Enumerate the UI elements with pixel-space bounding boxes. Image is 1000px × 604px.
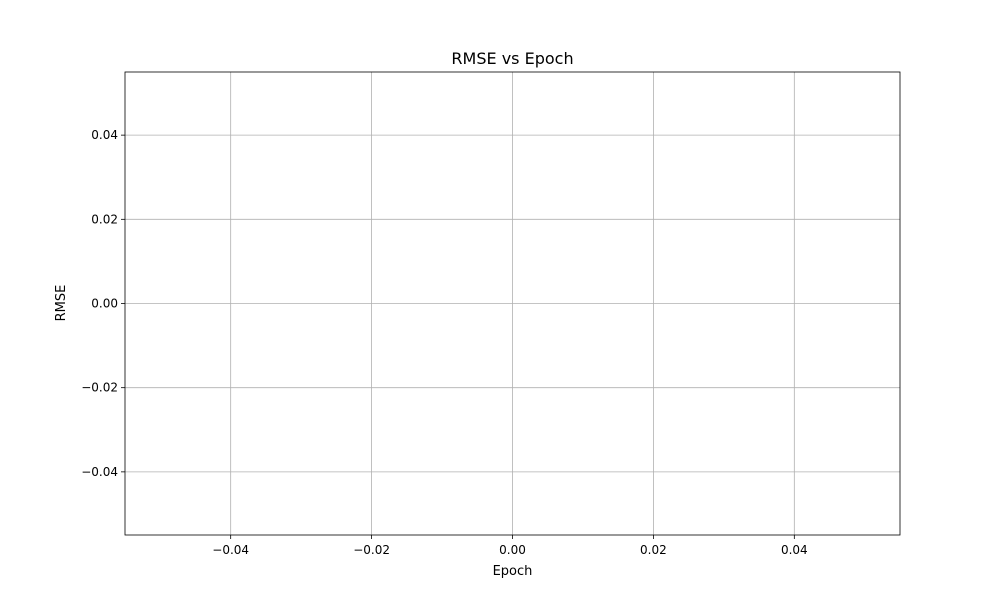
x-tick-label: 0.02 <box>640 543 667 557</box>
y-axis-label: RMSE <box>54 285 69 322</box>
y-tick-label: 0.02 <box>91 212 118 226</box>
x-axis-label: Epoch <box>493 564 533 579</box>
x-tick-label: 0.04 <box>781 543 808 557</box>
y-tick-label: 0.00 <box>91 297 118 311</box>
x-tick-label: −0.02 <box>353 543 390 557</box>
x-tick-label: 0.00 <box>499 543 526 557</box>
y-tick-label: −0.04 <box>81 465 118 479</box>
y-tick-label: 0.04 <box>91 128 118 142</box>
x-tick-label: −0.04 <box>212 543 249 557</box>
tick-layer: −0.04 −0.02 0.00 0.02 0.04 −0.04 −0.02 0.00 0.02… <box>81 128 807 557</box>
chart-title: RMSE vs Epoch <box>451 49 573 68</box>
y-tick-label: −0.02 <box>81 381 118 395</box>
grid-layer <box>125 72 900 535</box>
